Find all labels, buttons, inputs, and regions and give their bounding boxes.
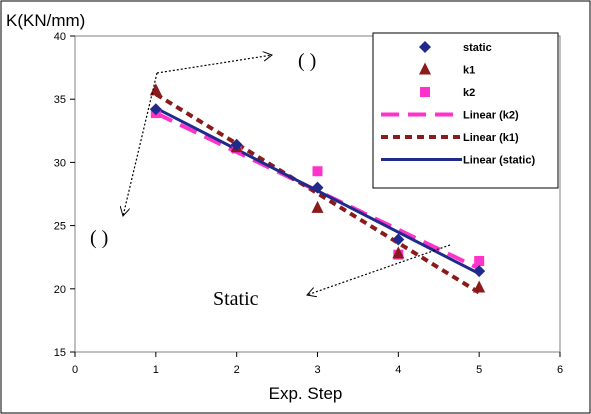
x-tick-label: 3 bbox=[314, 364, 320, 376]
legend-label-static: static bbox=[463, 42, 492, 54]
x-axis-title: Exp. Step bbox=[269, 384, 343, 403]
y-axis-title: K(KN/mm) bbox=[6, 11, 85, 30]
x-tick-label: 0 bbox=[72, 364, 78, 376]
x-tick-label: 2 bbox=[234, 364, 240, 376]
legend-marker-k1 bbox=[419, 62, 431, 75]
y-tick-label: 20 bbox=[54, 284, 66, 296]
legend-marker-static bbox=[419, 41, 431, 53]
y-tick-label: 25 bbox=[54, 221, 66, 233]
y-tick-label: 35 bbox=[54, 94, 66, 106]
arrow-to-left-label bbox=[123, 72, 158, 216]
x-tick-label: 4 bbox=[395, 364, 401, 376]
data-point-k2 bbox=[474, 255, 485, 266]
data-point-k2 bbox=[312, 166, 323, 177]
y-tick-label: 15 bbox=[54, 347, 66, 359]
legend-label-k1: k1 bbox=[463, 65, 475, 77]
data-point-k1 bbox=[392, 246, 405, 259]
data-point-static bbox=[473, 265, 486, 278]
annotation-text-top: ( ) bbox=[298, 50, 316, 72]
annotation-text-static: Static bbox=[213, 288, 259, 310]
data-point-k1 bbox=[149, 83, 162, 96]
data-point-static bbox=[230, 138, 243, 151]
annotation-text-left: ( ) bbox=[90, 227, 108, 249]
x-tick-label: 6 bbox=[557, 364, 563, 376]
arrow-to-top-label bbox=[156, 55, 272, 74]
legend-marker-k2 bbox=[420, 87, 430, 97]
y-tick-label: 40 bbox=[54, 31, 66, 43]
y-tick-label: 30 bbox=[54, 157, 66, 169]
x-tick-label: 5 bbox=[476, 364, 482, 376]
x-tick-label: 1 bbox=[153, 364, 159, 376]
data-point-static bbox=[392, 233, 405, 246]
legend-label-k2: k2 bbox=[463, 87, 475, 99]
legend-label-linear-static: Linear (static) bbox=[463, 155, 535, 167]
legend-box bbox=[372, 32, 559, 189]
data-point-k1 bbox=[311, 200, 324, 213]
legend-label-linear-k1: Linear (k1) bbox=[463, 132, 519, 144]
data-point-k1 bbox=[473, 280, 486, 293]
legend-label-linear-k2: Linear (k2) bbox=[463, 110, 519, 122]
data-point-static bbox=[149, 103, 162, 116]
arrow-to-static-label bbox=[307, 244, 451, 295]
data-point-static bbox=[311, 181, 324, 194]
trendline-linear-k1 bbox=[154, 92, 481, 295]
